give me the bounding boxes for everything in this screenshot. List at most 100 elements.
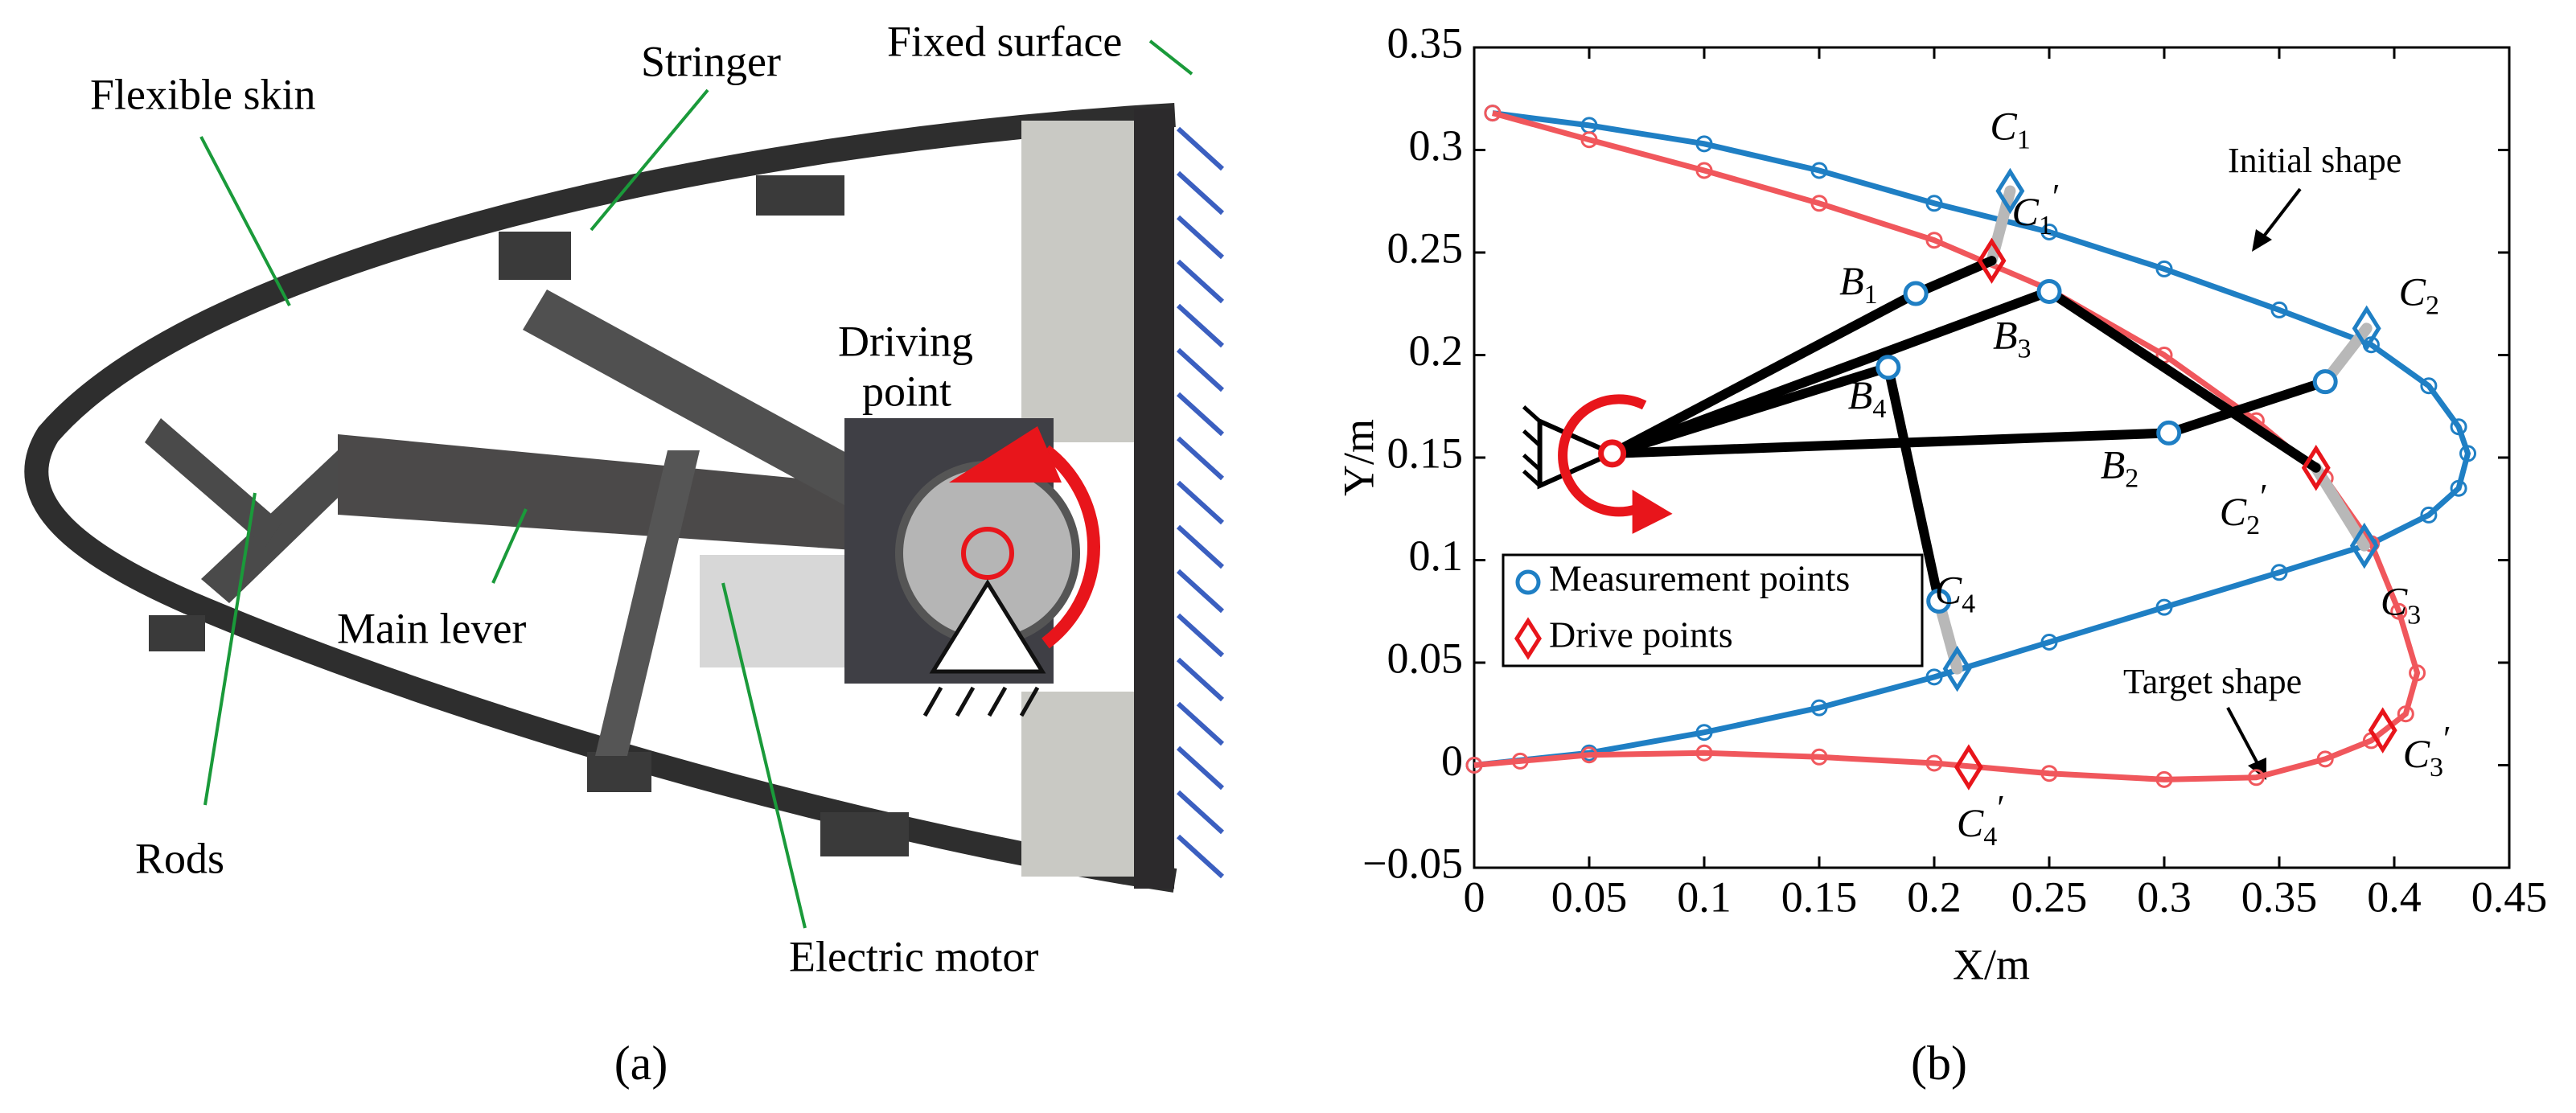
curve-point xyxy=(2270,301,2288,318)
curve-point xyxy=(1925,668,1943,686)
y-tick-label: 0.1 xyxy=(1409,532,1464,580)
curve xyxy=(1473,110,2421,782)
x-tick-label: 0.05 xyxy=(1551,873,1628,921)
curve-point xyxy=(2420,377,2438,395)
point-label-letter: C xyxy=(2403,732,2430,777)
link xyxy=(1607,428,2174,458)
point-label-sub: 2 xyxy=(2125,463,2138,493)
point-label-letter: B xyxy=(1839,258,1864,303)
bracket xyxy=(1021,121,1134,442)
link xyxy=(2163,376,2331,438)
curve xyxy=(1473,110,2471,768)
curve-point xyxy=(1695,135,1713,153)
leader xyxy=(590,88,709,232)
curve-point xyxy=(2247,769,2265,786)
curve-point xyxy=(1810,162,1828,179)
legend-marker xyxy=(1514,617,1542,660)
y-axis-label: Y/m xyxy=(1334,419,1382,496)
leader xyxy=(199,136,291,306)
label: Main lever xyxy=(337,604,526,652)
point xyxy=(1876,355,1901,380)
gray-link xyxy=(1986,185,2016,267)
point-label-sub: 1 xyxy=(2017,125,2031,154)
link xyxy=(1607,362,1893,458)
point xyxy=(2301,445,2331,491)
point xyxy=(1903,281,1929,306)
point-label-letter: C xyxy=(1957,801,1984,846)
point-label-sub: 3 xyxy=(2407,600,2421,630)
label: Driving xyxy=(838,317,973,365)
x-tick-label: 0.15 xyxy=(1781,873,1858,921)
curve-point xyxy=(1580,131,1598,149)
x-tick-label: 0.3 xyxy=(2137,873,2192,921)
fixed-plate xyxy=(1134,109,1174,889)
point-label-letter: B xyxy=(1993,313,2018,358)
curve-point xyxy=(2040,634,2058,651)
panel-a: Flexible skin Stringer Fixed surface Dri… xyxy=(24,17,1225,1090)
curve-point xyxy=(1695,162,1713,179)
curve-point xyxy=(1925,195,1943,212)
point-label: C1′ xyxy=(2012,177,2060,240)
curve-point xyxy=(1695,744,1713,762)
point-label-letter: B xyxy=(1848,372,1873,417)
ground xyxy=(1537,417,1618,490)
point xyxy=(1926,589,1952,614)
rod xyxy=(201,450,362,603)
curve-point xyxy=(2155,260,2173,277)
point-label-sub: 4 xyxy=(1983,822,1997,852)
rotation-arrowhead xyxy=(1632,489,1673,534)
support-hatch xyxy=(922,686,1040,717)
point-label: B3 xyxy=(1993,313,2032,363)
curve-point xyxy=(1511,752,1529,770)
stringer xyxy=(149,615,205,651)
point-label: B1 xyxy=(1839,258,1878,309)
point xyxy=(2312,369,2338,395)
point-label-sub: 2 xyxy=(2426,290,2439,320)
x-tick-label: 0.45 xyxy=(2471,873,2548,921)
curve-point xyxy=(2450,418,2467,436)
point-label: C3′ xyxy=(2403,719,2451,782)
stringer xyxy=(820,812,909,856)
curve-point xyxy=(1484,105,1502,122)
point xyxy=(2156,420,2182,446)
legend xyxy=(1502,553,1924,667)
annotation-arrow xyxy=(2226,707,2262,769)
curve-point xyxy=(1465,757,1483,774)
point-label-sub: 1 xyxy=(1864,280,1878,310)
rotation-arrow xyxy=(1041,445,1100,649)
curve-point xyxy=(2409,664,2426,682)
point-label: C4 xyxy=(1935,568,1975,618)
curve-point xyxy=(2450,479,2467,497)
curve-point xyxy=(2459,445,2477,462)
legend-label: Measurement points xyxy=(1549,558,1850,599)
curve-point xyxy=(2155,770,2173,788)
point-label-prime: ′ xyxy=(1997,788,2005,828)
point-label-letter: C xyxy=(2381,579,2408,624)
rod xyxy=(595,450,700,756)
y-tick-label: 0 xyxy=(1441,737,1463,785)
pivot xyxy=(1598,439,1627,468)
point-label-sub: 3 xyxy=(2430,753,2443,782)
label: Fixed surface xyxy=(887,17,1122,65)
curve-point xyxy=(1925,232,1943,249)
curve-point xyxy=(1810,699,1828,717)
motor xyxy=(700,555,853,667)
curve-point xyxy=(2390,602,2408,620)
point-label-letter: C xyxy=(1935,568,1962,613)
point xyxy=(1995,167,2025,215)
leader xyxy=(721,582,807,929)
point-label-sub: 3 xyxy=(2018,334,2032,363)
panel-b: (b) X/m Y/m Initial shape Target shape 0… xyxy=(1334,18,2547,1089)
point xyxy=(2349,522,2379,569)
link xyxy=(1911,256,1997,298)
point-label-letter: C xyxy=(2399,269,2426,314)
stringer xyxy=(499,232,571,280)
point-label: C3 xyxy=(2381,579,2421,630)
leader xyxy=(1148,39,1194,76)
main-lever xyxy=(338,434,925,555)
caption: (a) xyxy=(614,1037,668,1090)
annotation: Initial shape xyxy=(2228,141,2401,180)
point-label: B2 xyxy=(2101,442,2139,493)
point-label-sub: 4 xyxy=(1962,589,1975,618)
